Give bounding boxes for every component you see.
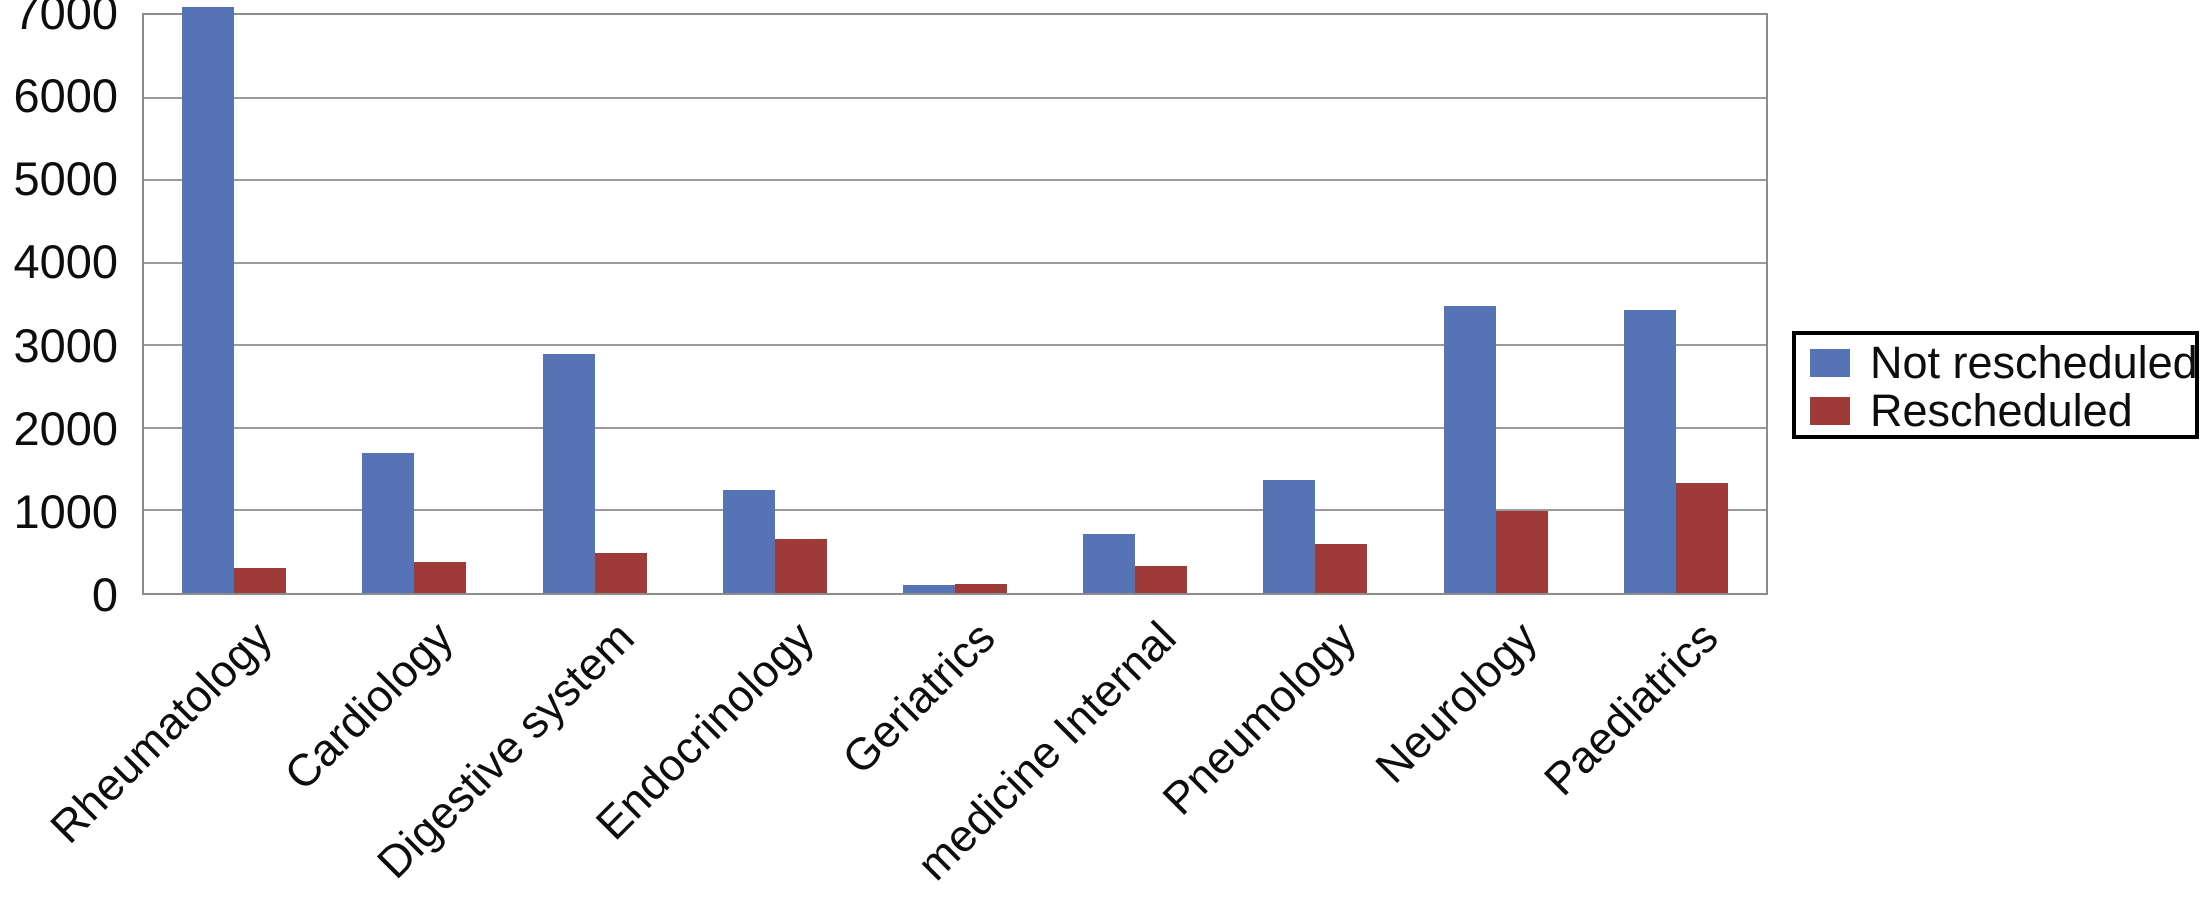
y-tick-label-0: 0	[91, 568, 118, 621]
bar-group-cardiology	[324, 15, 504, 593]
legend: Not rescheduled Rescheduled	[1792, 331, 2199, 439]
bar-not-rescheduled	[902, 584, 955, 593]
bar-rescheduled	[234, 568, 287, 593]
y-tick-label-5000: 5000	[13, 152, 118, 206]
y-tick-label-1000: 1000	[13, 484, 118, 538]
bar-not-rescheduled	[362, 452, 415, 593]
bar-group-pneumology	[1225, 15, 1405, 593]
bar-rescheduled	[954, 583, 1007, 593]
bar-not-rescheduled	[1263, 479, 1316, 593]
y-tick-label-4000: 4000	[13, 235, 118, 289]
bar-not-rescheduled	[182, 6, 235, 593]
gridline-3000	[144, 344, 1766, 347]
bar-not-rescheduled	[1623, 309, 1676, 593]
gridline-1000	[144, 509, 1766, 512]
bar-not-rescheduled	[1083, 533, 1136, 593]
bar-group-neurology	[1406, 15, 1586, 593]
bar-rescheduled	[1315, 544, 1368, 593]
bar-not-rescheduled	[1443, 305, 1496, 593]
y-tick-label-2000: 2000	[13, 401, 118, 455]
gridline-6000	[144, 96, 1766, 99]
bar-groups	[144, 6, 1766, 593]
bar-group-paediatrics	[1586, 15, 1766, 593]
gridline-2000	[144, 426, 1766, 429]
bar-rescheduled	[414, 561, 467, 593]
plot-area	[142, 6, 1768, 595]
bar-not-rescheduled	[542, 353, 595, 593]
y-tick-label-7000: 7000	[13, 0, 118, 39]
y-tick-label-6000: 6000	[13, 69, 118, 123]
bar-group-medicine-internal	[1045, 15, 1225, 593]
bar-group-rheumatology	[144, 6, 324, 593]
bar-rescheduled	[594, 552, 647, 593]
gridline-5000	[144, 179, 1766, 182]
legend-row-rescheduled: Rescheduled	[1810, 387, 2185, 435]
bar-group-endocrinology	[685, 15, 865, 593]
legend-swatch-blue	[1810, 349, 1850, 377]
y-tick-label-3000: 3000	[13, 318, 118, 372]
legend-label: Not rescheduled	[1870, 337, 2198, 388]
y-axis-tick-labels: 0 1000 2000 3000 4000 5000 6000 7000	[0, 0, 130, 621]
legend-label: Rescheduled	[1870, 385, 2133, 436]
legend-swatch-red	[1810, 397, 1850, 425]
bar-rescheduled	[774, 538, 827, 593]
bar-group-digestive-system	[504, 15, 684, 593]
bar-rescheduled	[1675, 483, 1728, 593]
gridline-4000	[144, 261, 1766, 264]
legend-row-not-rescheduled: Not rescheduled	[1810, 339, 2198, 387]
bar-group-geriatrics	[865, 15, 1045, 593]
bar-rescheduled	[1495, 511, 1548, 593]
bar-not-rescheduled	[722, 489, 775, 593]
bar-rescheduled	[1135, 565, 1188, 593]
